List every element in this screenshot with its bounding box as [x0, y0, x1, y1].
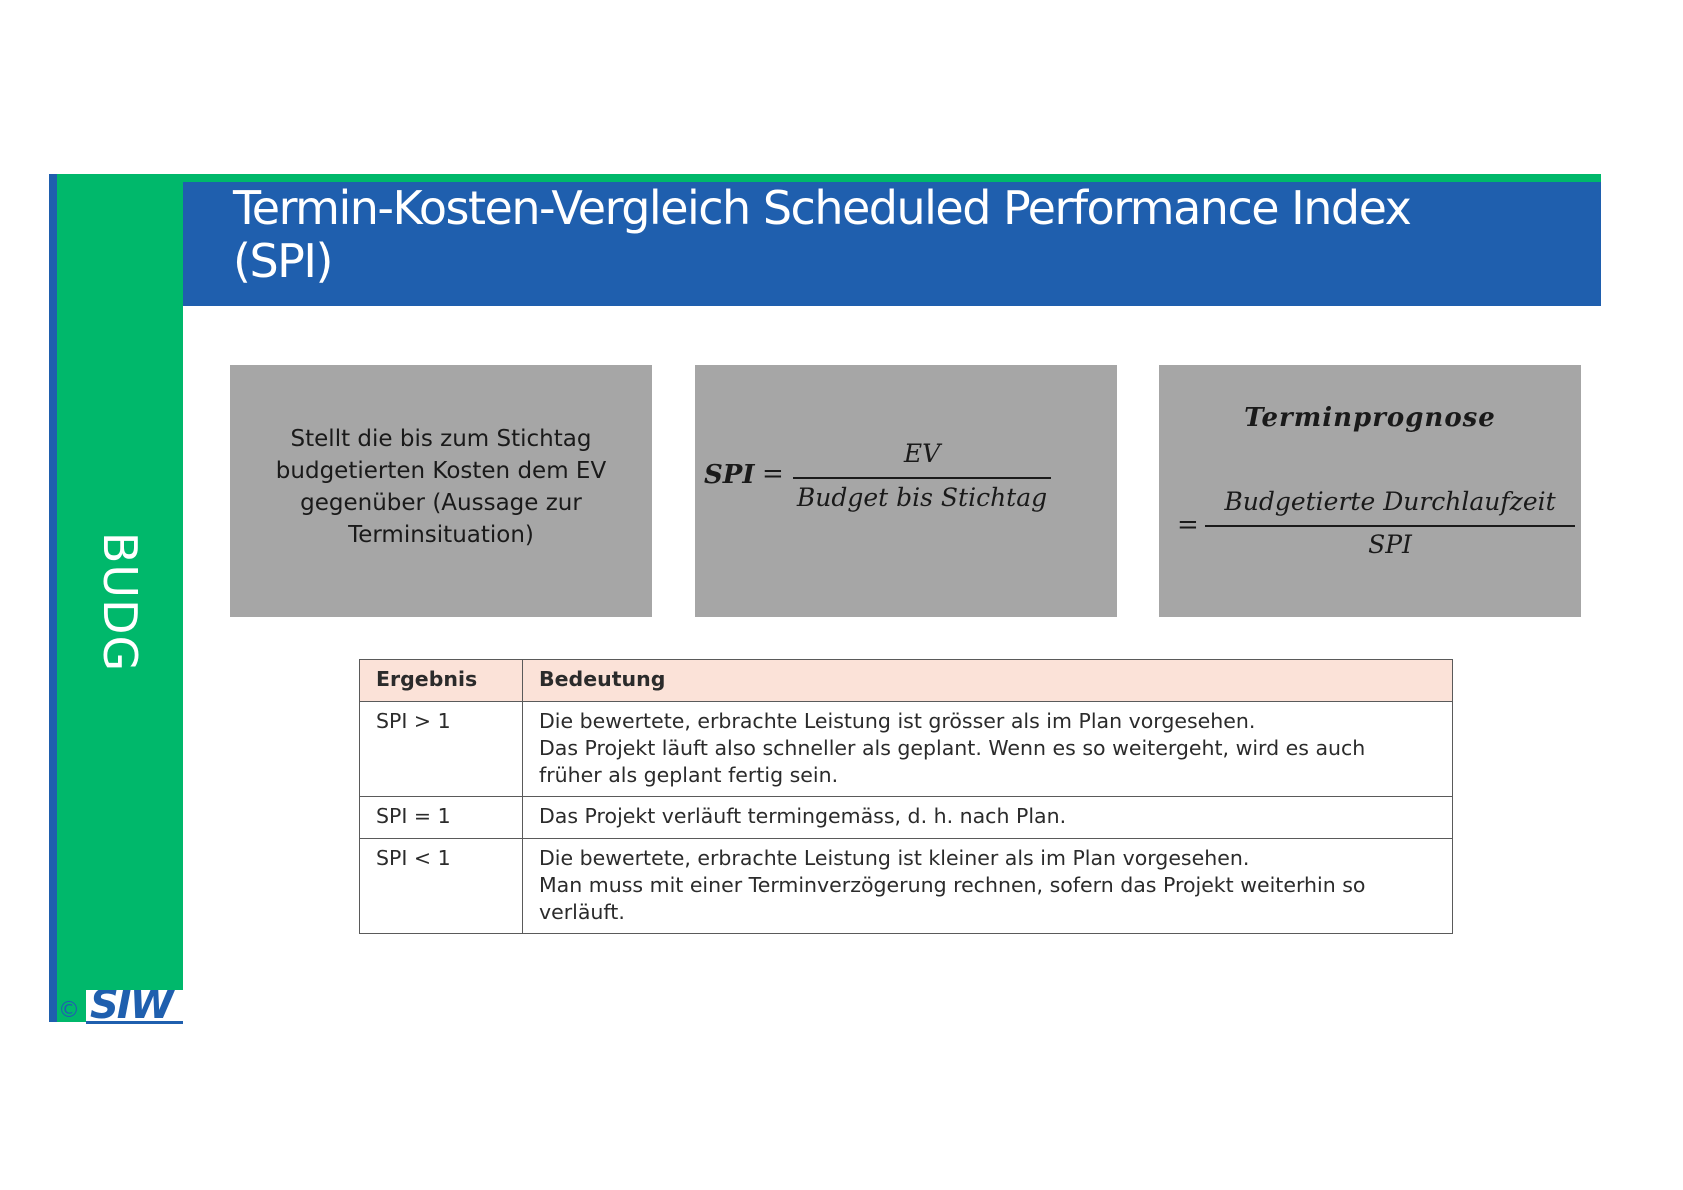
meaning-line: Das Projekt läuft also schneller als gep…	[539, 736, 1366, 760]
table-row: SPI > 1 Die bewertete, erbrachte Leistun…	[359, 701, 1453, 797]
slide-title-line-2: (SPI)	[233, 234, 333, 288]
fraction-bar	[793, 477, 1051, 479]
meaning-line: Die bewertete, erbrachte Leistung ist gr…	[539, 709, 1256, 733]
slide-header: Termin-Kosten-Vergleich Scheduled Perfor…	[183, 182, 1601, 306]
meaning-cell: Das Projekt verläuft termingemäss, d. h.…	[522, 796, 1453, 839]
column-header-meaning: Bedeutung	[522, 659, 1453, 702]
sidebar: BUDG	[49, 174, 183, 1022]
spi-interpretation-table: Ergebnis Bedeutung SPI > 1 Die bewertete…	[359, 659, 1453, 934]
slide-title-line-1: Termin-Kosten-Vergleich Scheduled Perfor…	[233, 181, 1412, 235]
description-line: budgetierten Kosten dem EV	[275, 458, 607, 484]
logo-text: SIW	[90, 990, 174, 1024]
meaning-cell: Die bewertete, erbrachte Leistung ist kl…	[522, 838, 1453, 934]
forecast-equals: =	[1177, 510, 1199, 540]
description-box: Stellt die bis zum Stichtag budgetierten…	[230, 365, 652, 617]
formula-lhs: SPI	[704, 460, 755, 490]
meaning-line: Das Projekt verläuft termingemäss, d. h.…	[539, 804, 1067, 828]
meaning-line: früher als geplant fertig sein.	[539, 763, 839, 787]
forecast-numerator: Budgetierte Durchlaufzeit	[1224, 487, 1556, 516]
table-header-row: Ergebnis Bedeutung	[359, 659, 1453, 702]
fraction-bar	[1205, 525, 1575, 527]
result-cell: SPI > 1	[359, 701, 523, 797]
slide-title: Termin-Kosten-Vergleich Scheduled Perfor…	[233, 182, 1533, 288]
meaning-cell: Die bewertete, erbrachte Leistung ist gr…	[522, 701, 1453, 797]
result-cell: SPI < 1	[359, 838, 523, 934]
description-line: gegenüber (Aussage zur	[300, 490, 582, 516]
copyright-symbol: ©	[58, 998, 80, 1023]
description-line: Stellt die bis zum Stichtag	[290, 426, 592, 452]
siw-logo: SIW	[86, 990, 183, 1024]
section-label: BUDG	[93, 531, 147, 673]
meaning-line: Die bewertete, erbrachte Leistung ist kl…	[539, 846, 1250, 870]
forecast-denominator: SPI	[1368, 530, 1412, 559]
description-line: Terminsituation)	[348, 522, 534, 548]
formula-equals: =	[762, 459, 784, 489]
result-cell: SPI = 1	[359, 796, 523, 839]
table-row: SPI = 1 Das Projekt verläuft termingemäs…	[359, 796, 1453, 839]
formula-denominator: Budget bis Stichtag	[796, 483, 1048, 512]
forecast-formula-box: Terminprognose = Budgetierte Durchlaufze…	[1159, 365, 1581, 617]
column-header-result: Ergebnis	[359, 659, 523, 702]
description-text: Stellt die bis zum Stichtag budgetierten…	[230, 423, 652, 551]
table-row: SPI < 1 Die bewertete, erbrachte Leistun…	[359, 838, 1453, 934]
formula-numerator: EV	[903, 439, 941, 468]
meaning-line: verläuft.	[539, 900, 625, 924]
header-accent-bar	[183, 174, 1601, 182]
spi-formula-box: SPI = EV Budget bis Stichtag	[695, 365, 1117, 617]
forecast-title: Terminprognose	[1244, 403, 1496, 433]
meaning-line: Man muss mit einer Terminverzögerung rec…	[539, 873, 1366, 897]
